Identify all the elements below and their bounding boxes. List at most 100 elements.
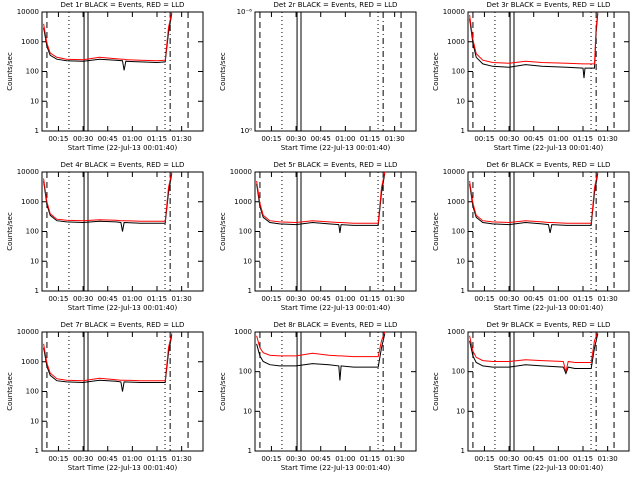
plot-frame [41, 11, 204, 132]
y-tick-label: 10000 [17, 168, 39, 176]
x-tick-label: 01:15 [147, 295, 167, 303]
series-line [43, 334, 173, 392]
series-line [256, 331, 386, 358]
plot-frame [467, 11, 630, 132]
y-axis-label: Counts/sec [432, 212, 440, 251]
series-line [256, 173, 386, 233]
series-line [469, 333, 599, 375]
y-tick-label: 1000 [234, 198, 252, 206]
series-line [469, 11, 599, 65]
x-tick-label: 01:30 [172, 455, 192, 463]
chart-title: Det 2r BLACK = Events, RED = LLD [274, 1, 398, 9]
y-tick-label: 10000 [17, 328, 39, 336]
y-tick-label: 10 [456, 97, 465, 105]
x-tick-label: 00:45 [524, 135, 544, 143]
x-tick-label: 00:15 [474, 295, 494, 303]
y-tick-label: 100 [452, 228, 465, 236]
x-tick-label: 00:15 [261, 135, 281, 143]
y-axis-label: Counts/sec [219, 52, 227, 91]
x-tick-label: 01:15 [573, 295, 593, 303]
x-tick-label: 00:15 [48, 135, 68, 143]
x-tick-label: 00:30 [499, 295, 519, 303]
y-tick-label: 100 [26, 388, 39, 396]
x-axis-label: Start Time (22-Jul-13 00:01:40) [68, 144, 178, 152]
y-tick-label: 1000 [447, 328, 465, 336]
series-line [43, 13, 173, 71]
series-line [43, 171, 173, 222]
plot-frame [467, 171, 630, 292]
x-tick-label: 00:30 [499, 135, 519, 143]
y-tick-label: 1000 [447, 38, 465, 46]
x-tick-label: 01:15 [573, 455, 593, 463]
chart-title: Det 1r BLACK = Events, RED = LLD [61, 1, 185, 9]
x-tick-label: 00:15 [261, 455, 281, 463]
y-tick-label: 100 [239, 368, 252, 376]
x-tick-label: 00:30 [286, 455, 306, 463]
x-tick-label: 00:15 [474, 455, 494, 463]
y-tick-label: 1 [461, 127, 465, 135]
chart-title: Det 6r BLACK = Events, RED = LLD [487, 161, 611, 169]
y-tick-label: 10 [456, 407, 465, 415]
y-axis-label: Counts/sec [219, 212, 227, 251]
y-tick-label: 1 [461, 287, 465, 295]
x-tick-label: 01:00 [335, 295, 355, 303]
y-tick-label: 1000 [21, 358, 39, 366]
y-tick-label: 100 [452, 68, 465, 76]
y-axis-label: Counts/sec [6, 212, 14, 251]
x-tick-label: 00:30 [73, 455, 93, 463]
y-axis-label: Counts/sec [432, 372, 440, 411]
x-tick-label: 01:30 [385, 135, 405, 143]
y-tick-label: 100 [26, 68, 39, 76]
chart-title: Det 4r BLACK = Events, RED = LLD [61, 161, 185, 169]
y-tick-label: 1 [461, 447, 465, 455]
x-tick-label: 01:15 [147, 455, 167, 463]
x-tick-label: 00:45 [311, 295, 331, 303]
x-tick-label: 00:45 [524, 295, 544, 303]
x-tick-label: 01:00 [548, 455, 568, 463]
plot-frame [254, 331, 417, 452]
x-axis-label: Start Time (22-Jul-13 00:01:40) [281, 304, 391, 312]
x-tick-label: 00:15 [474, 135, 494, 143]
y-tick-label: 10000 [443, 8, 465, 16]
x-tick-label: 00:15 [261, 295, 281, 303]
x-tick-label: 01:15 [360, 135, 380, 143]
plot-frame [254, 171, 417, 292]
x-tick-label: 01:15 [573, 135, 593, 143]
y-tick-label: 1 [35, 127, 39, 135]
x-tick-label: 00:30 [73, 135, 93, 143]
x-tick-label: 00:30 [286, 295, 306, 303]
chart-title: Det 9r BLACK = Events, RED = LLD [487, 321, 611, 329]
x-tick-label: 01:15 [147, 135, 167, 143]
y-tick-label: 10000 [17, 8, 39, 16]
y-tick-label: 10 [30, 257, 39, 265]
x-tick-label: 01:30 [172, 295, 192, 303]
x-tick-label: 00:45 [98, 295, 118, 303]
x-axis-label: Start Time (22-Jul-13 00:01:40) [281, 464, 391, 472]
y-tick-label: 100 [26, 228, 39, 236]
x-tick-label: 01:30 [385, 455, 405, 463]
x-axis-label: Start Time (22-Jul-13 00:01:40) [494, 144, 604, 152]
y-tick-label: 1 [35, 287, 39, 295]
y-axis-label: Counts/sec [6, 372, 14, 411]
x-tick-label: 01:00 [335, 135, 355, 143]
y-tick-label: 10⁰ [240, 127, 252, 135]
x-tick-label: 01:30 [385, 295, 405, 303]
x-tick-label: 01:00 [122, 295, 142, 303]
x-axis-label: Start Time (22-Jul-13 00:01:40) [281, 144, 391, 152]
y-tick-label: 10000 [230, 168, 252, 176]
x-tick-label: 00:45 [98, 135, 118, 143]
y-tick-label: 1000 [234, 328, 252, 336]
x-tick-label: 01:00 [548, 135, 568, 143]
series-line [256, 171, 386, 224]
x-tick-label: 00:30 [73, 295, 93, 303]
y-tick-label: 1000 [447, 198, 465, 206]
series-line [43, 173, 173, 232]
x-axis-label: Start Time (22-Jul-13 00:01:40) [68, 464, 178, 472]
y-tick-label: 100 [452, 368, 465, 376]
series-line [469, 331, 599, 372]
y-tick-label: 1000 [21, 38, 39, 46]
series-line [43, 11, 173, 62]
x-tick-label: 01:00 [122, 135, 142, 143]
x-tick-label: 01:00 [335, 455, 355, 463]
x-tick-label: 00:45 [98, 455, 118, 463]
